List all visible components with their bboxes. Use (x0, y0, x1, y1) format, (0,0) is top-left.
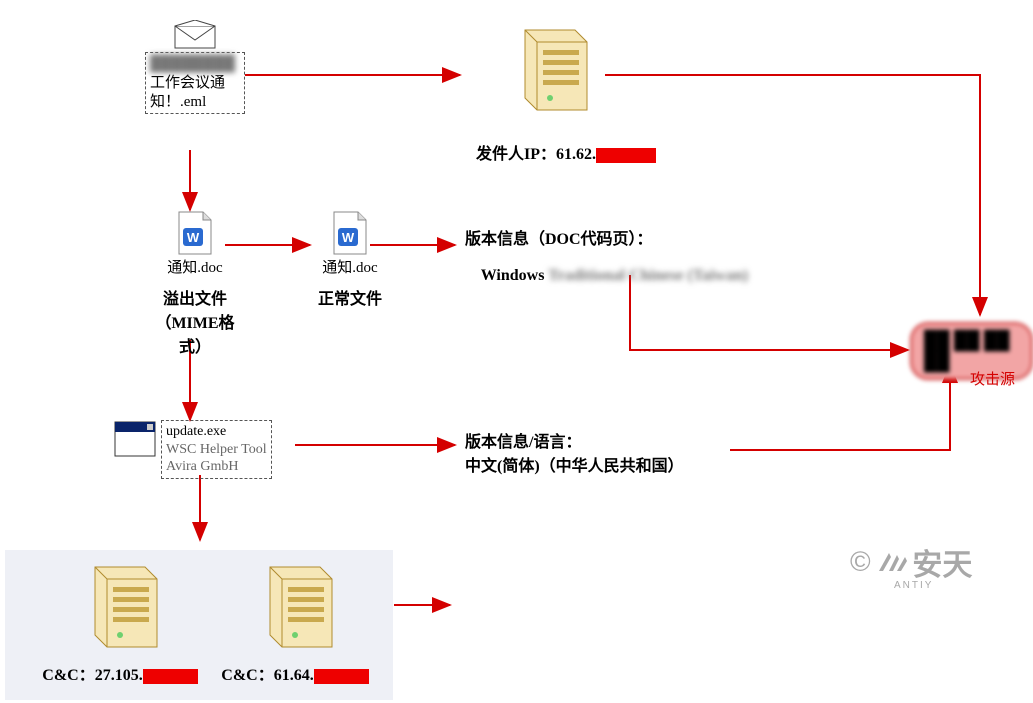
doc2-node: W 通知.doc 正常文件 (305, 210, 395, 309)
exe-line2: WSC Helper Tool (166, 442, 267, 457)
doc1-caption: 溢出文件 （MIME格 式） (145, 285, 245, 357)
watermark: © 安天 ANTIY (850, 540, 972, 591)
redacted-box (143, 669, 198, 684)
doc1-filename: 通知.doc (145, 256, 245, 277)
antiy-logo-icon (875, 547, 909, 577)
cc2-node: C&C：61.64. (215, 555, 375, 685)
version-doc-node: 版本信息（DOC代码页）： Windows Traditional Chines… (465, 225, 825, 303)
server-icon (250, 555, 340, 655)
attack-source-label: 攻击源 (970, 368, 1015, 389)
version-doc-line2-blurred: Traditional Chinese (Taiwan) (548, 267, 748, 284)
exe-filename: update.exe (166, 424, 226, 439)
pill-blurred: ██ ██ ██ ██ (924, 330, 1010, 371)
svg-text:W: W (342, 230, 355, 245)
sender-server-node: 发件人IP：61.62. (460, 18, 640, 182)
word-doc-icon: W (175, 210, 215, 256)
email-prefix-blurred: ████████ (150, 56, 235, 72)
cc1-node: C&C：27.105. (40, 555, 200, 685)
envelope-icon (173, 20, 217, 50)
version-lang-node: 版本信息/语言： 中文(简体)（中华人民共和国） (465, 428, 785, 476)
window-icon (113, 420, 157, 458)
doc2-caption: 正常文件 (305, 285, 395, 309)
word-doc-icon: W (330, 210, 370, 256)
cc1-label: C&C：27.105. (42, 667, 142, 684)
sender-ip-label: 发件人IP：61.62. (476, 146, 596, 163)
redacted-box (314, 669, 369, 684)
version-lang-line2: 中文(简体)（中华人民共和国） (465, 452, 785, 476)
cc2-label: C&C：61.64. (221, 667, 313, 684)
server-icon (75, 555, 165, 655)
exe-line3: Avira GmbH (166, 459, 238, 474)
copyright-symbol: © (850, 546, 871, 577)
email-node: ████████ 工作会议通 知！.eml (145, 20, 245, 114)
version-lang-line1: 版本信息/语言： (465, 428, 785, 452)
version-doc-line2-prefix: Windows (481, 267, 548, 284)
version-doc-line1: 版本信息（DOC代码页）： (465, 225, 825, 249)
doc1-node: W 通知.doc 溢出文件 （MIME格 式） (145, 210, 245, 357)
exe-node: update.exe WSC Helper Tool Avira GmbH (113, 420, 313, 479)
server-icon (505, 18, 595, 118)
doc2-filename: 通知.doc (305, 256, 395, 277)
email-filename: 工作会议通 知！.eml (150, 75, 225, 110)
redacted-box (596, 148, 656, 163)
watermark-text: 安天 (912, 549, 972, 582)
svg-text:W: W (187, 230, 200, 245)
